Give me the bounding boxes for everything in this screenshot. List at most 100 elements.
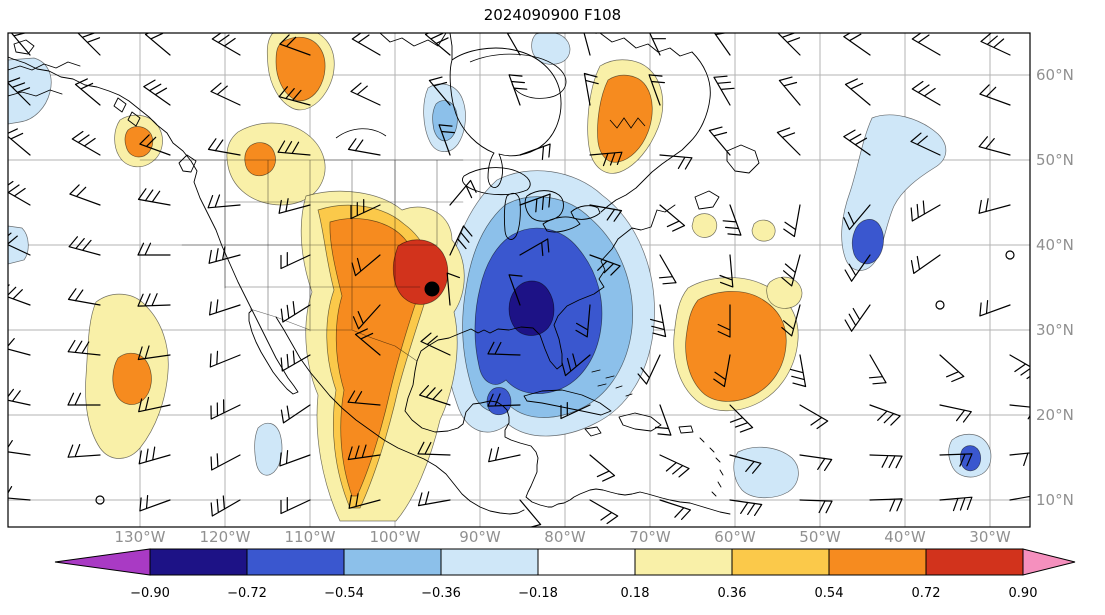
wind-barb [868,354,887,385]
lon-tick-label: 40°W [884,528,926,545]
wind-barb [417,491,451,507]
lon-tick-label: 70°W [629,528,671,545]
wind-barb [508,274,523,306]
wind-barb [1009,354,1030,380]
contour-region-pos-red-central [392,239,449,305]
wind-barb [648,74,665,106]
wind-barb [659,154,693,170]
wind-barb [911,80,941,106]
wind-barb [939,453,973,467]
wind-barb [729,454,762,474]
wind-barb [487,393,521,407]
wind-barb [347,138,381,156]
wind-barb [843,129,871,156]
cuba [523,389,612,416]
wind-barb [978,136,1011,156]
contour-region-neg-light-top-center [531,33,571,65]
wind-barb [869,404,901,426]
wind-barb [354,328,381,356]
state-borders [139,159,464,362]
wind-barb [844,78,871,106]
great-lakes [462,167,601,240]
wind-barb [488,446,521,463]
wind-barb [777,33,801,56]
wind-barb [979,300,1011,317]
wind-barb [280,252,311,270]
wind-barb [844,254,871,282]
wind-barb [8,336,31,356]
lon-tick-label: 100°W [370,528,421,545]
map-frame [7,32,1031,528]
coastline-east-gulf [404,204,731,515]
wind-barb [347,444,381,461]
coastline-west [8,56,253,311]
calm-wind-circle [935,300,945,310]
wind-barb [351,33,381,56]
puerto-rico [678,425,694,434]
colorbar-tick-label: 0.18 [621,586,650,601]
wind-barb [519,499,542,527]
wind-barb [911,33,941,56]
map-plot: 130°W 120°W 110°W 100°W 90°W 80°W 70°W 60°W 50°W… [7,32,1074,545]
wind-barb [8,180,31,206]
wind-barb [143,79,171,106]
lon-tick-label: 90°W [459,528,501,545]
wind-barb [869,454,903,469]
hispaniola [618,412,662,432]
contour-region-pos-orange-bc-coast [124,126,154,158]
wind-barb [781,254,801,287]
wind-barb [519,193,551,213]
wind-barb [910,200,941,222]
lat-tick-label: 50°N [1036,151,1074,169]
colorbar-tick-label: −0.54 [324,586,364,601]
wind-barb [68,236,101,256]
wind-barb [658,254,677,285]
wind-barb [729,404,754,433]
jamaica [584,426,602,437]
wind-barb [713,75,735,106]
wind-barb [589,454,616,482]
wind-barb [713,354,731,388]
lon-tick-label: 80°W [544,528,586,545]
wind-barb [910,132,941,156]
wind-barb [71,130,101,156]
wind-barb [487,341,521,356]
contour-region-pos-yellow-small-1 [691,213,718,238]
wind-barb [417,441,451,456]
coastline-layer [8,33,760,515]
lat-tick-label: 30°N [1036,321,1074,339]
colorbar-segment-5 [634,548,733,576]
wind-barb [939,354,965,383]
colorbar-tick-label: −0.18 [518,586,558,601]
wind-barb [280,497,311,515]
wind-barb [69,184,101,206]
colorbar-segment-6 [731,548,830,576]
wind-barb [419,385,451,406]
contour-line-layer [335,53,646,139]
contour-region-neg-light-west-edge [8,225,29,265]
coastline-mexico-pacific [275,316,525,515]
wind-barb [67,444,101,458]
wind-barb [139,495,171,512]
figure-title: 2024090900 F108 [483,6,622,24]
wind-barb [729,499,763,516]
wind-barb [659,204,686,232]
wind-barb [446,272,460,306]
wind-barb [708,126,731,156]
wind-barb [352,304,381,330]
contour-region-pos-orange-atlantic [685,291,787,402]
wind-barb [137,188,171,206]
wind-barb [978,198,1011,214]
colorbar-tick-label: −0.90 [130,586,170,601]
wind-barb [790,354,807,388]
wind-barb [560,402,591,420]
labrador-stlawrence [600,51,711,213]
wind-barb [713,33,731,56]
lon-tick-label: 60°W [714,528,756,545]
wind-barb [583,33,597,56]
wind-barb [210,82,241,106]
wind-barb [719,254,734,288]
wind-barb [508,74,528,106]
wind-barb [211,33,241,56]
arctic-coast [379,33,693,57]
